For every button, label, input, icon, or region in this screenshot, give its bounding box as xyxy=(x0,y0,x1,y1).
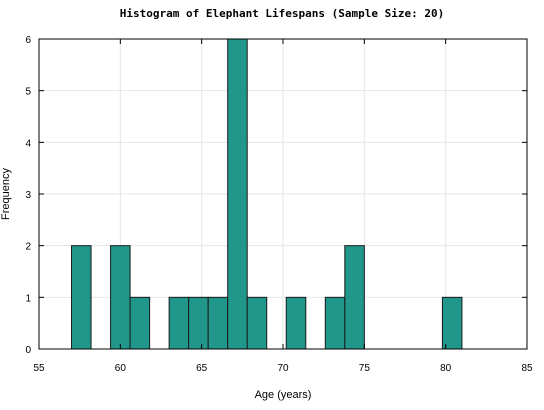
x-tick-label: 55 xyxy=(33,363,45,374)
y-tick-label: 1 xyxy=(25,293,31,304)
axis-ticks: 55 60 65 70 75 80 85 0 1 2 3 4 5 6 xyxy=(25,35,533,374)
y-tick-label: 2 xyxy=(25,242,31,253)
histogram-bar xyxy=(324,296,346,350)
x-tick-label: 75 xyxy=(359,363,371,374)
y-tick-label: 4 xyxy=(25,138,31,149)
y-tick-label: 5 xyxy=(25,87,31,98)
histogram-bar xyxy=(188,296,209,350)
bars xyxy=(71,38,463,350)
x-tick-label: 85 xyxy=(521,363,533,374)
y-axis-label: Frequency xyxy=(0,168,12,220)
x-tick-label: 65 xyxy=(196,363,208,374)
chart-title: Histogram of Elephant Lifespans (Sample … xyxy=(120,7,445,20)
histogram-bar xyxy=(168,296,190,350)
y-tick-label: 6 xyxy=(25,35,31,46)
y-tick-label: 3 xyxy=(25,190,31,201)
x-tick-label: 70 xyxy=(277,363,289,374)
x-axis-label: Age (years) xyxy=(255,389,312,401)
histogram-bar xyxy=(71,245,92,350)
histogram-bar xyxy=(227,38,248,350)
histogram-bar xyxy=(110,245,131,350)
histogram-bar xyxy=(344,245,365,350)
histogram-bar xyxy=(207,296,229,350)
histogram-bar xyxy=(246,296,268,350)
y-tick-label: 0 xyxy=(25,345,31,356)
x-tick-label: 60 xyxy=(115,363,127,374)
x-tick-label: 80 xyxy=(440,363,452,374)
histogram-bar xyxy=(129,296,151,350)
histogram-bar xyxy=(441,296,463,350)
histogram-bar xyxy=(285,296,307,350)
